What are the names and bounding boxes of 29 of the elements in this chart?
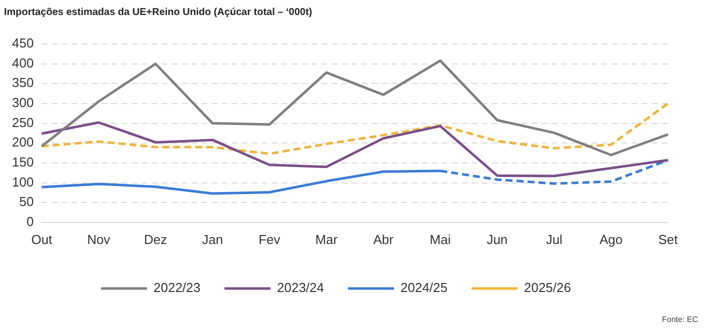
y-tick-label: 350 <box>12 75 34 90</box>
x-tick-label: Dez <box>144 232 168 247</box>
legend-label: 2022/23 <box>154 280 201 296</box>
y-tick-label: 300 <box>12 95 34 110</box>
legend-label: 2024/25 <box>400 280 448 296</box>
x-tick-label: Mai <box>430 232 451 247</box>
x-tick-label: Set <box>658 232 678 247</box>
line-series <box>40 102 670 156</box>
y-tick-label: 200 <box>12 134 34 150</box>
x-tick-label: Jul <box>546 232 563 247</box>
x-tick-label: Nov <box>87 232 111 247</box>
y-tick-label: 100 <box>12 174 34 190</box>
x-tick-label: Jan <box>202 232 223 247</box>
x-tick-label: Jun <box>486 232 508 247</box>
y-tick-label: 150 <box>12 154 34 170</box>
x-tick-label: Mar <box>315 232 338 247</box>
x-tick-label: Abr <box>373 232 394 247</box>
legend-label: 2025/26 <box>524 280 571 296</box>
x-tick-label: Ago <box>599 232 623 247</box>
x-tick-label: Fev <box>258 232 281 247</box>
legend-label: 2023/24 <box>277 280 324 296</box>
y-tick-label: 400 <box>12 55 34 70</box>
x-tick-label: Out <box>31 232 53 247</box>
y-tick-label: 50 <box>19 194 34 210</box>
y-tick-label: 450 <box>12 36 34 51</box>
chart-title: Importações estimadas da UE+Reino Unido (Açúcar total – ‘000t) <box>4 6 312 18</box>
source-note: Fonte: EC <box>662 315 698 324</box>
y-tick-label: 250 <box>12 114 34 130</box>
y-tick-label: 0 <box>26 214 34 229</box>
